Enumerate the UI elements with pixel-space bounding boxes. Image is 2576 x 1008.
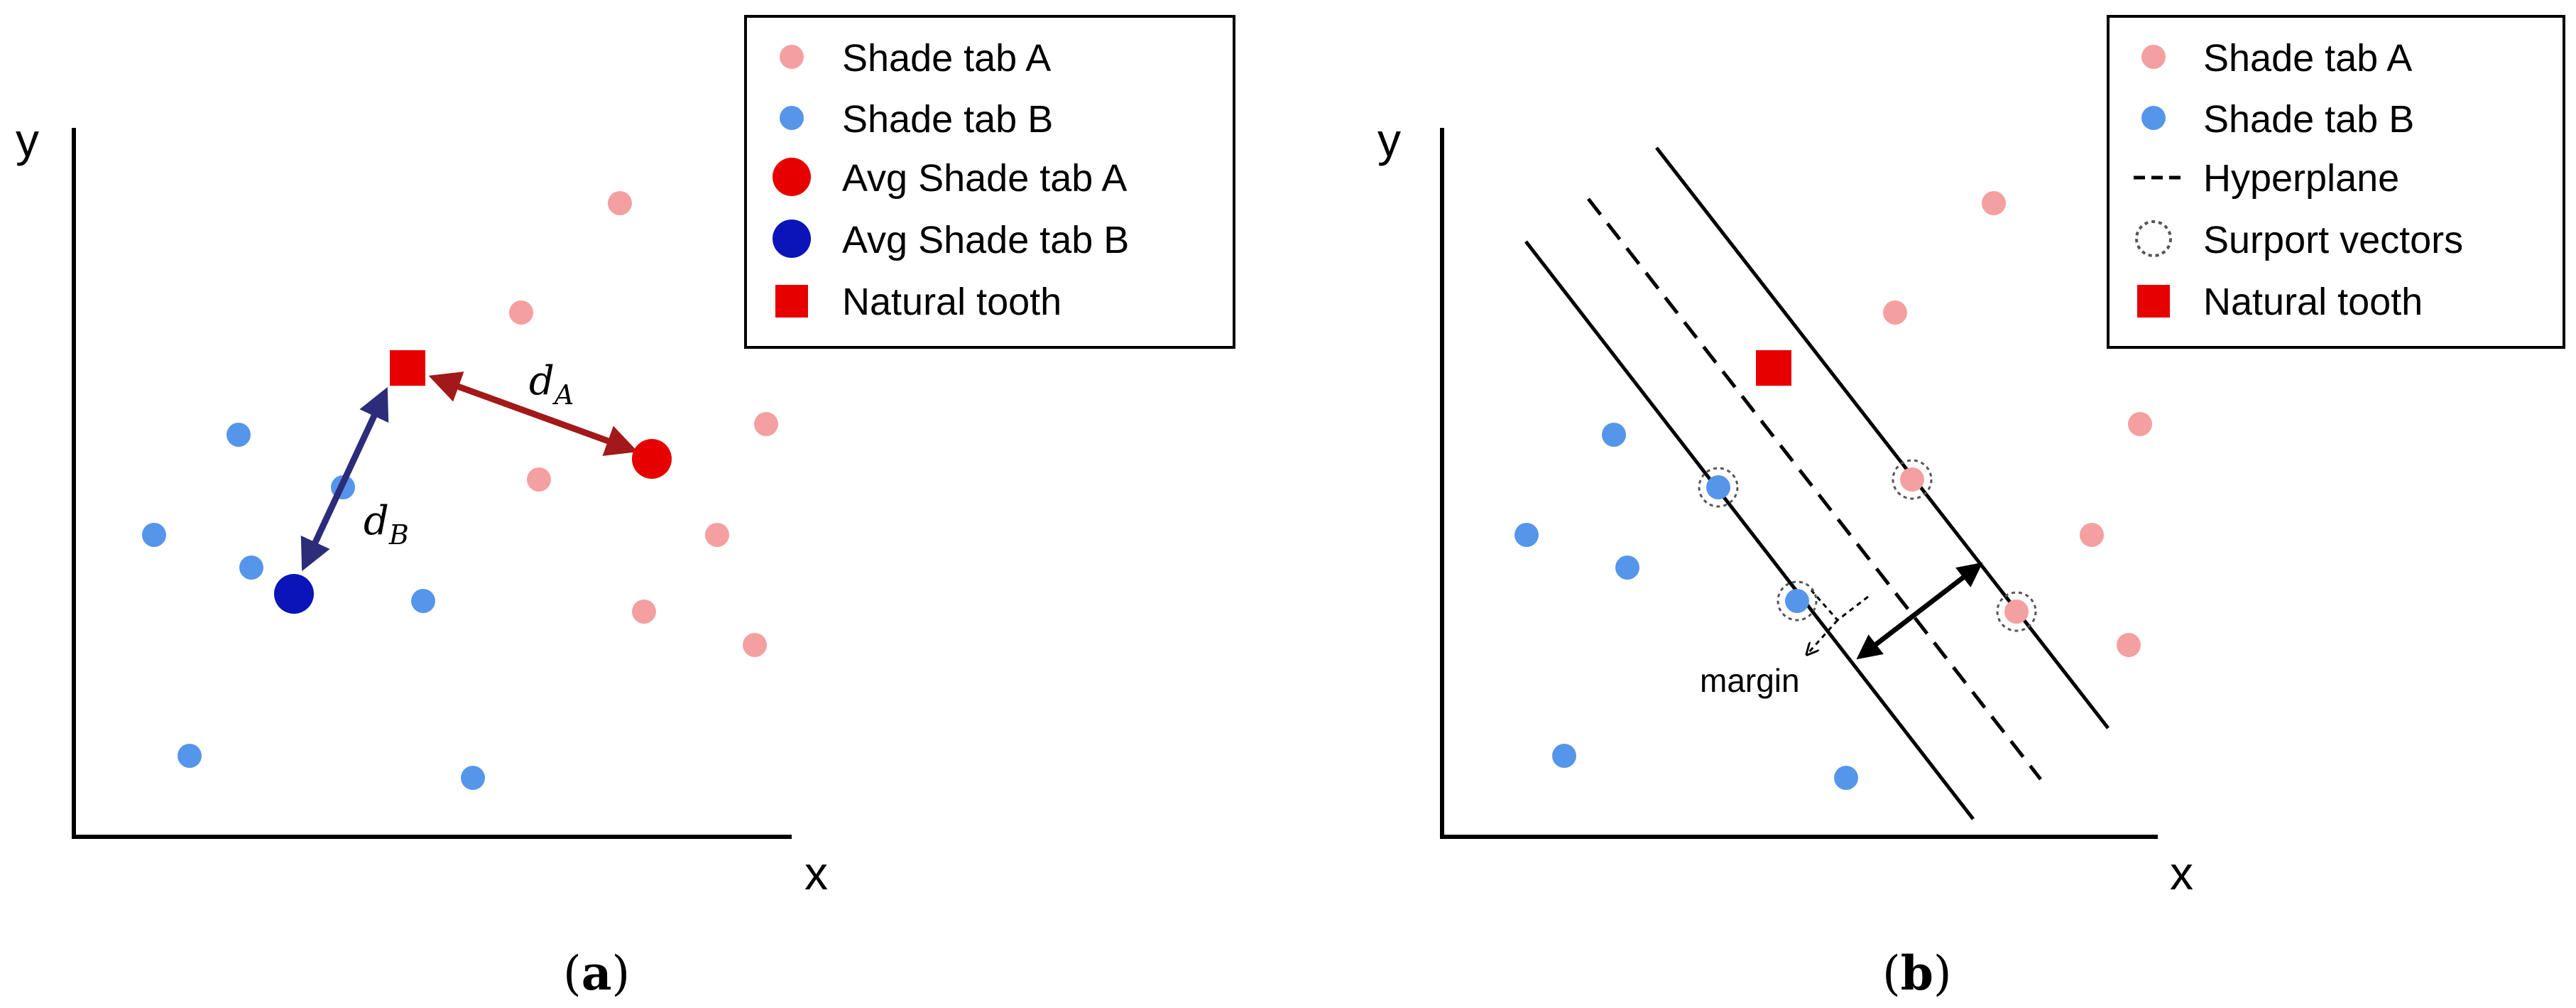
panel-b-shade-a-points (1883, 191, 2152, 657)
legend-item-shade-b: Shade tab B (2203, 98, 2414, 141)
panel-a-y-axis-label: y (16, 114, 39, 166)
shade-a-point (509, 300, 533, 325)
shade-b-point (178, 744, 202, 768)
panel-a-caption-letter: a (582, 945, 612, 1001)
support-vector-ring (1892, 459, 1933, 500)
panel-b-x-axis-label: x (2170, 847, 2193, 899)
distance-b-subscript: B (388, 519, 409, 551)
shade-b-point (1834, 766, 1858, 790)
right-angle-marker (1810, 590, 1869, 622)
distance-a-label: dA (529, 358, 574, 411)
panel-b-caption: (b) (1882, 945, 1952, 1001)
legend-pink-dot-icon (780, 45, 804, 69)
panel-b-y-axis-label: y (1377, 114, 1401, 166)
shade-a-point (632, 600, 656, 624)
shade-b-point (142, 523, 166, 547)
distance-a-arrow (428, 372, 638, 456)
panel-a-axes (72, 128, 792, 839)
legend-item-avg-shade-b: Avg Shade tab B (842, 219, 1129, 261)
legend-navy-dot-icon (773, 220, 811, 258)
panel-b-shade-b-points (1515, 423, 1858, 790)
natural-tooth-marker (1756, 350, 1791, 386)
shade-b-point (411, 589, 435, 613)
support-vector-ring (1996, 591, 2037, 632)
shade-b-point (1615, 556, 1639, 580)
distance-b-symbol: d (364, 498, 389, 544)
margin-boundary-line-lower (1524, 240, 1975, 820)
legend-blue-dot-icon (780, 106, 804, 130)
shade-b-point (1552, 744, 1576, 768)
shade-b-point (1602, 423, 1626, 447)
panel-a: y x dA dB (16, 15, 1235, 1001)
distance-a-symbol: d (529, 358, 555, 404)
hyperplane-line (1587, 197, 2042, 781)
legend-dotted-circle-icon (2135, 220, 2172, 257)
legend-item-support-vectors: Surport vectors (2203, 219, 2463, 261)
panel-a-legend-box (744, 15, 1235, 349)
panel-a-x-axis-label: x (804, 847, 828, 899)
legend-red-square-icon (2137, 285, 2170, 318)
shade-a-point (2004, 600, 2029, 624)
natural-tooth-marker (390, 350, 425, 386)
panel-a-shade-a-points (509, 191, 778, 657)
margin-label: margin (1700, 662, 1800, 699)
legend-red-dot-icon (773, 158, 811, 196)
panel-a-caption: (a) (563, 945, 630, 1001)
panel-b-legend-box (2107, 15, 2565, 349)
shade-b-point (239, 556, 263, 580)
shade-b-point (1785, 589, 1809, 613)
legend-item-natural-tooth: Natural tooth (2203, 281, 2423, 323)
avg-shade-b-point (274, 574, 314, 614)
legend-red-square-icon (775, 285, 808, 318)
distance-b-arrow (300, 386, 389, 572)
shade-a-point (2080, 523, 2104, 547)
shade-a-point (608, 191, 632, 215)
legend-item-shade-a: Shade tab A (842, 37, 1051, 80)
panel-b-legend: Shade tab A Shade tab B Hyperplane Surpo… (2107, 15, 2565, 349)
legend-pink-dot-icon (2141, 45, 2166, 69)
legend-item-shade-a: Shade tab A (2203, 37, 2412, 80)
panel-a-shade-b-points (142, 423, 485, 790)
shade-a-point (1900, 467, 1924, 492)
margin-width-arrow (1856, 562, 1983, 660)
shade-a-point (2117, 633, 2141, 657)
legend-item-hyperplane: Hyperplane (2203, 157, 2399, 200)
shade-a-point (754, 412, 778, 436)
support-vector-ring (1777, 580, 1818, 622)
margin-boundary-line-upper (1655, 146, 2110, 730)
shade-b-point (1706, 475, 1730, 499)
panel-b-caption-letter: b (1901, 945, 1933, 1001)
legend-blue-dot-icon (2141, 106, 2166, 130)
shade-a-point (1883, 300, 1907, 325)
panel-a-legend: Shade tab A Shade tab B Avg Shade tab A … (744, 15, 1235, 349)
avg-shade-a-point (632, 439, 672, 479)
shade-a-point (527, 467, 551, 492)
legend-item-avg-shade-a: Avg Shade tab A (842, 157, 1127, 200)
support-vector-ring (1698, 467, 1739, 508)
shade-a-point (1982, 191, 2006, 215)
distance-a-subscript: A (552, 379, 574, 411)
margin-pointer-arrow (1808, 619, 1839, 654)
shade-a-point (743, 633, 767, 657)
shade-b-point (227, 423, 251, 447)
legend-item-shade-b: Shade tab B (842, 98, 1053, 141)
shade-a-point (705, 523, 729, 547)
shade-a-point (2128, 412, 2152, 436)
shade-b-point (461, 766, 485, 790)
distance-b-label: dB (364, 498, 409, 551)
panel-b-support-vectors (1698, 459, 2037, 632)
panel-b: y x margin (1377, 15, 2565, 1001)
panel-b-axes (1440, 128, 2158, 839)
legend-item-natural-tooth: Natural tooth (842, 281, 1061, 323)
shade-b-point (1515, 523, 1539, 547)
